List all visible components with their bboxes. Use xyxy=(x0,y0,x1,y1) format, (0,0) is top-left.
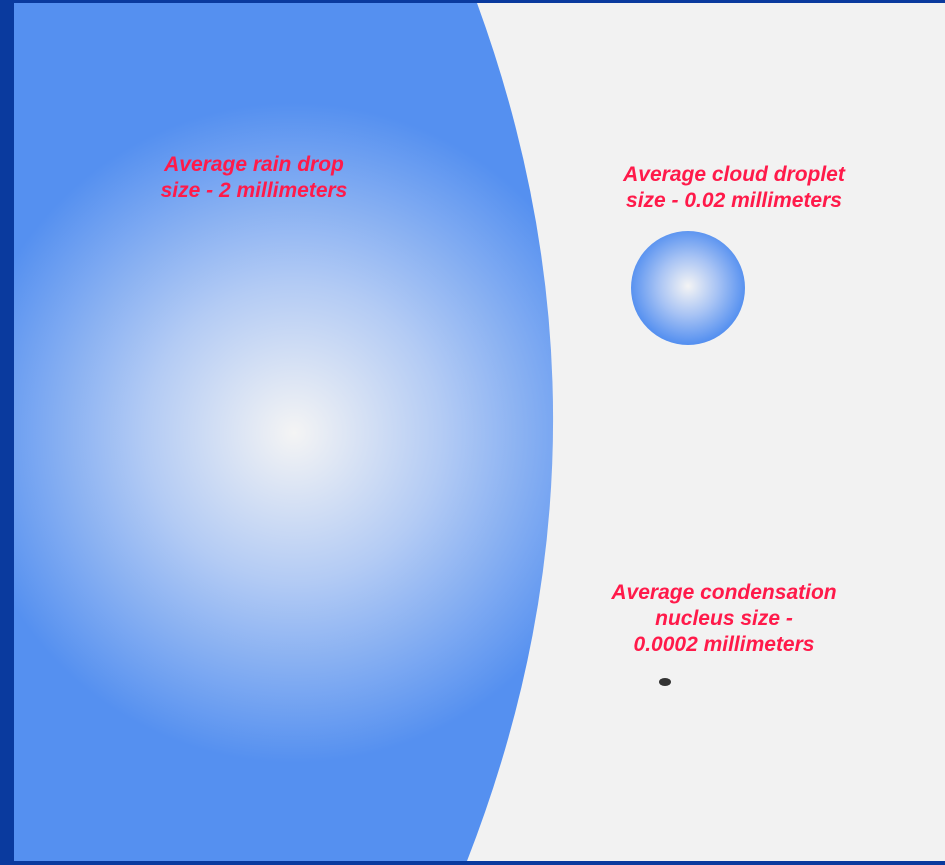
diagram-panel: Average rain drop size - 2 millimeters A… xyxy=(14,3,945,861)
cloud-droplet-shape xyxy=(631,231,745,345)
rain-drop-label: Average rain drop size - 2 millimeters xyxy=(114,152,394,204)
rain-drop-label-line-1: Average rain drop xyxy=(164,153,344,176)
droplet-scene xyxy=(14,3,745,861)
condensation-nucleus-label-line-3: 0.0002 millimeters xyxy=(633,633,815,656)
cloud-droplet-label-line-2: size - 0.02 millimeters xyxy=(626,189,842,212)
condensation-nucleus-dot xyxy=(659,678,671,686)
cloud-droplet-label: Average cloud droplet size - 0.02 millim… xyxy=(584,162,884,214)
condensation-nucleus-label: Average condensation nucleus size - 0.00… xyxy=(574,580,874,658)
cloud-droplet-label-line-1: Average cloud droplet xyxy=(623,163,845,186)
rain-drop-label-line-2: size - 2 millimeters xyxy=(160,179,348,202)
condensation-nucleus-label-line-1: Average condensation xyxy=(611,581,837,604)
condensation-nucleus-label-line-2: nucleus size - xyxy=(655,607,793,630)
rain-drop-shape xyxy=(14,3,554,861)
